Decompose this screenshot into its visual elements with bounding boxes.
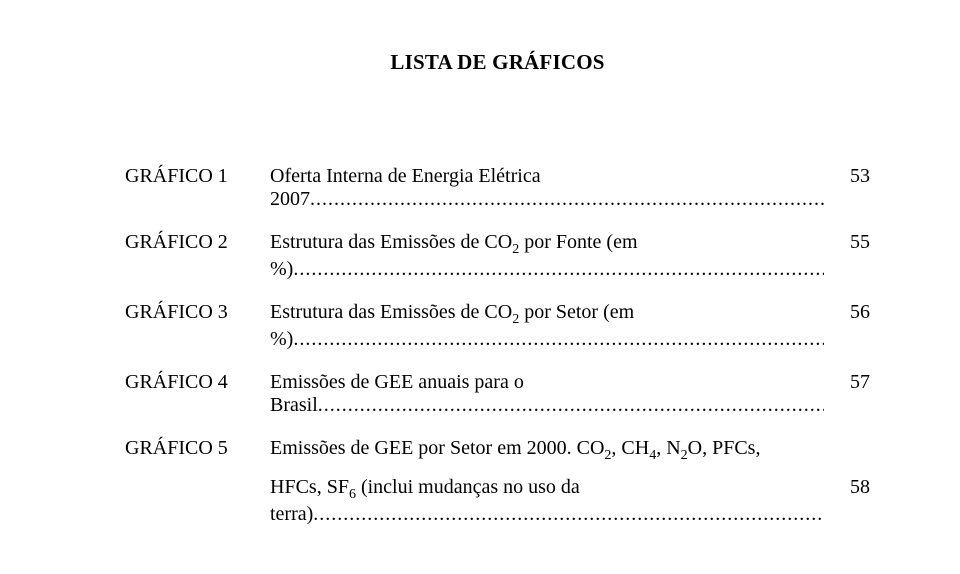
entry-description: Estrutura das Emissões de CO2 por Fonte …: [270, 231, 824, 281]
list-item: GRÁFICO 1Oferta Interna de Energia Elétr…: [125, 165, 870, 211]
list-item: GRÁFICO 2Estrutura das Emissões de CO2 p…: [125, 231, 870, 281]
document-page: LISTA DE GRÁFICOS GRÁFICO 1Oferta Intern…: [0, 0, 960, 574]
page-title: LISTA DE GRÁFICOS: [125, 50, 870, 75]
entry-description: Estrutura das Emissões de CO2 por Setor …: [270, 301, 824, 351]
entry-label: GRÁFICO 4: [125, 371, 270, 394]
entry-label: GRÁFICO 5: [125, 437, 270, 460]
list-item: GRÁFICO 4Emissões de GEE anuais para o B…: [125, 371, 870, 417]
entry-description: Emissões de GEE anuais para o Brasil: [270, 371, 824, 417]
entry-page: 57: [824, 371, 870, 394]
entry-description: Oferta Interna de Energia Elétrica 2007: [270, 165, 824, 211]
list-item: GRÁFICO 3Estrutura das Emissões de CO2 p…: [125, 301, 870, 351]
entry-description: HFCs, SF6 (inclui mudanças no uso da ter…: [270, 476, 824, 526]
list-item: GRÁFICO 5Emissões de GEE por Setor em 20…: [125, 437, 870, 464]
entry-page: 55: [824, 231, 870, 254]
entry-label: GRÁFICO 1: [125, 165, 270, 188]
entry-label: GRÁFICO 2: [125, 231, 270, 254]
entry-page: 53: [824, 165, 870, 188]
entry-page: 58: [824, 476, 870, 499]
list-of-figures: GRÁFICO 1Oferta Interna de Energia Elétr…: [125, 165, 870, 526]
entry-description: Emissões de GEE por Setor em 2000. CO2, …: [270, 437, 824, 464]
entry-label: GRÁFICO 3: [125, 301, 270, 324]
entry-page: 56: [824, 301, 870, 324]
list-item-continuation: HFCs, SF6 (inclui mudanças no uso da ter…: [125, 476, 870, 526]
